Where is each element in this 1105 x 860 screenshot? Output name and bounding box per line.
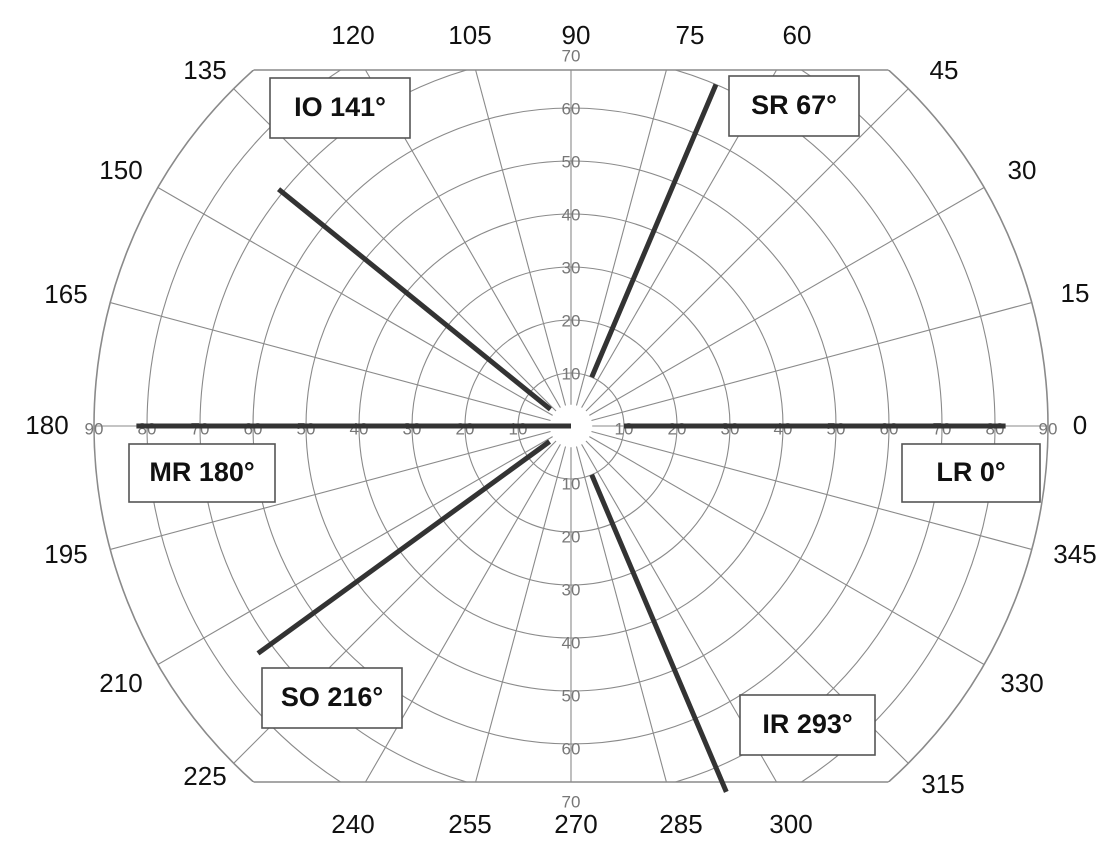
- grid-spoke-330: [589, 436, 985, 665]
- series-label: IR 293°: [762, 709, 852, 739]
- angle-label-60: 60: [783, 20, 812, 50]
- tick-down-70: 70: [562, 792, 581, 811]
- grid-spoke-75: [575, 69, 667, 406]
- tick-up-60: 60: [562, 99, 581, 118]
- tick-down-30: 30: [562, 580, 581, 599]
- series-label-boxes: LR 0° SR 67° IO 141° MR 180° SO 216° IR 293°: [128, 75, 1041, 756]
- tick-down-20: 20: [562, 527, 581, 546]
- grid-spoke-150: [157, 187, 553, 416]
- label-box-frame: [739, 694, 876, 756]
- angle-label-210: 210: [99, 668, 142, 698]
- angle-label-285: 285: [659, 809, 702, 839]
- radial-tick-labels: 10 20 30 40 50 60 70 80 90 10 20 30 40 50 60 70 80 90 10 20…: [85, 46, 1058, 811]
- label-box-frame: [728, 75, 860, 137]
- angle-label-165: 165: [44, 279, 87, 309]
- angle-label-300: 300: [769, 809, 812, 839]
- grid-spoke-165: [110, 302, 551, 422]
- tick-down-50: 50: [562, 686, 581, 705]
- tick-down-60: 60: [562, 739, 581, 758]
- series-line-4: [256, 439, 552, 656]
- angle-label-180: 180: [25, 410, 68, 440]
- label-box-5: IR 293°: [739, 694, 876, 756]
- tick-right-90: 90: [1039, 419, 1058, 438]
- tick-right-50: 50: [827, 419, 846, 438]
- angle-label-0: 0: [1073, 410, 1087, 440]
- angle-label-105: 105: [448, 20, 491, 50]
- series-line-5: [589, 473, 729, 793]
- series-label: LR 0°: [936, 457, 1005, 487]
- tick-left-30: 30: [403, 419, 422, 438]
- angle-label-120: 120: [331, 20, 374, 50]
- label-box-3: MR 180°: [128, 443, 276, 503]
- grid-spoke-255: [475, 446, 567, 783]
- tick-right-40: 40: [774, 419, 793, 438]
- tick-right-30: 30: [721, 419, 740, 438]
- label-box-frame: [901, 443, 1041, 503]
- grid-spoke-195: [110, 430, 551, 550]
- grid-spoke-345: [591, 430, 1032, 550]
- angle-label-15: 15: [1061, 278, 1090, 308]
- tick-right-10: 10: [615, 419, 634, 438]
- tick-right-20: 20: [668, 419, 687, 438]
- polar-grid: [93, 69, 1049, 783]
- angle-label-135: 135: [183, 55, 226, 85]
- tick-down-10: 10: [562, 474, 581, 493]
- angle-label-45: 45: [930, 55, 959, 85]
- tick-left-60: 60: [244, 419, 263, 438]
- tick-right-60: 60: [880, 419, 899, 438]
- grid-spoke-30: [589, 187, 985, 416]
- label-box-1: SR 67°: [728, 75, 860, 137]
- tick-up-70: 70: [562, 46, 581, 65]
- label-box-4: SO 216°: [261, 667, 403, 729]
- angle-label-75: 75: [676, 20, 705, 50]
- grid-spoke-135: [233, 88, 557, 412]
- tick-left-20: 20: [456, 419, 475, 438]
- grid-spoke-45: [585, 88, 909, 412]
- tick-left-90: 90: [85, 419, 104, 438]
- tick-left-50: 50: [297, 419, 316, 438]
- series-lines: [136, 83, 1006, 793]
- tick-down-40: 40: [562, 633, 581, 652]
- grid-spoke-210: [157, 436, 553, 665]
- angle-label-255: 255: [448, 809, 491, 839]
- label-box-frame: [261, 667, 403, 729]
- angle-label-315: 315: [921, 769, 964, 799]
- series-label: IO 141°: [294, 92, 386, 122]
- angle-label-30: 30: [1008, 155, 1037, 185]
- tick-up-20: 20: [562, 311, 581, 330]
- angle-label-240: 240: [331, 809, 374, 839]
- series-label: SR 67°: [751, 90, 837, 120]
- label-box-2: IO 141°: [269, 77, 411, 139]
- tick-left-40: 40: [350, 419, 369, 438]
- angle-label-150: 150: [99, 155, 142, 185]
- angle-label-195: 195: [44, 539, 87, 569]
- series-label: SO 216°: [281, 682, 383, 712]
- label-box-frame: [128, 443, 276, 503]
- grid-spoke-240: [364, 444, 561, 783]
- angle-label-90: 90: [562, 20, 591, 50]
- tick-up-50: 50: [562, 152, 581, 171]
- angle-label-345: 345: [1053, 539, 1096, 569]
- series-line-1: [589, 83, 719, 379]
- tick-up-10: 10: [562, 364, 581, 383]
- tick-left-80: 80: [138, 419, 157, 438]
- tick-up-30: 30: [562, 258, 581, 277]
- angle-label-225: 225: [183, 761, 226, 791]
- series-label: MR 180°: [149, 457, 254, 487]
- label-box-0: LR 0°: [901, 443, 1041, 503]
- label-box-frame: [269, 77, 411, 139]
- tick-right-70: 70: [933, 419, 952, 438]
- angle-label-330: 330: [1000, 668, 1043, 698]
- angle-labels: 0 15 30 45 60 75 90 105 120 135 150 165 180 195 210 225…: [25, 20, 1096, 839]
- tick-left-10: 10: [509, 419, 528, 438]
- tick-up-40: 40: [562, 205, 581, 224]
- tick-right-80: 80: [986, 419, 1005, 438]
- series-line-2: [276, 187, 552, 412]
- grid-spoke-285: [575, 446, 667, 783]
- tick-left-70: 70: [191, 419, 210, 438]
- angle-label-270: 270: [554, 809, 597, 839]
- grid-spoke-15: [591, 302, 1032, 422]
- grid-spoke-105: [475, 69, 567, 406]
